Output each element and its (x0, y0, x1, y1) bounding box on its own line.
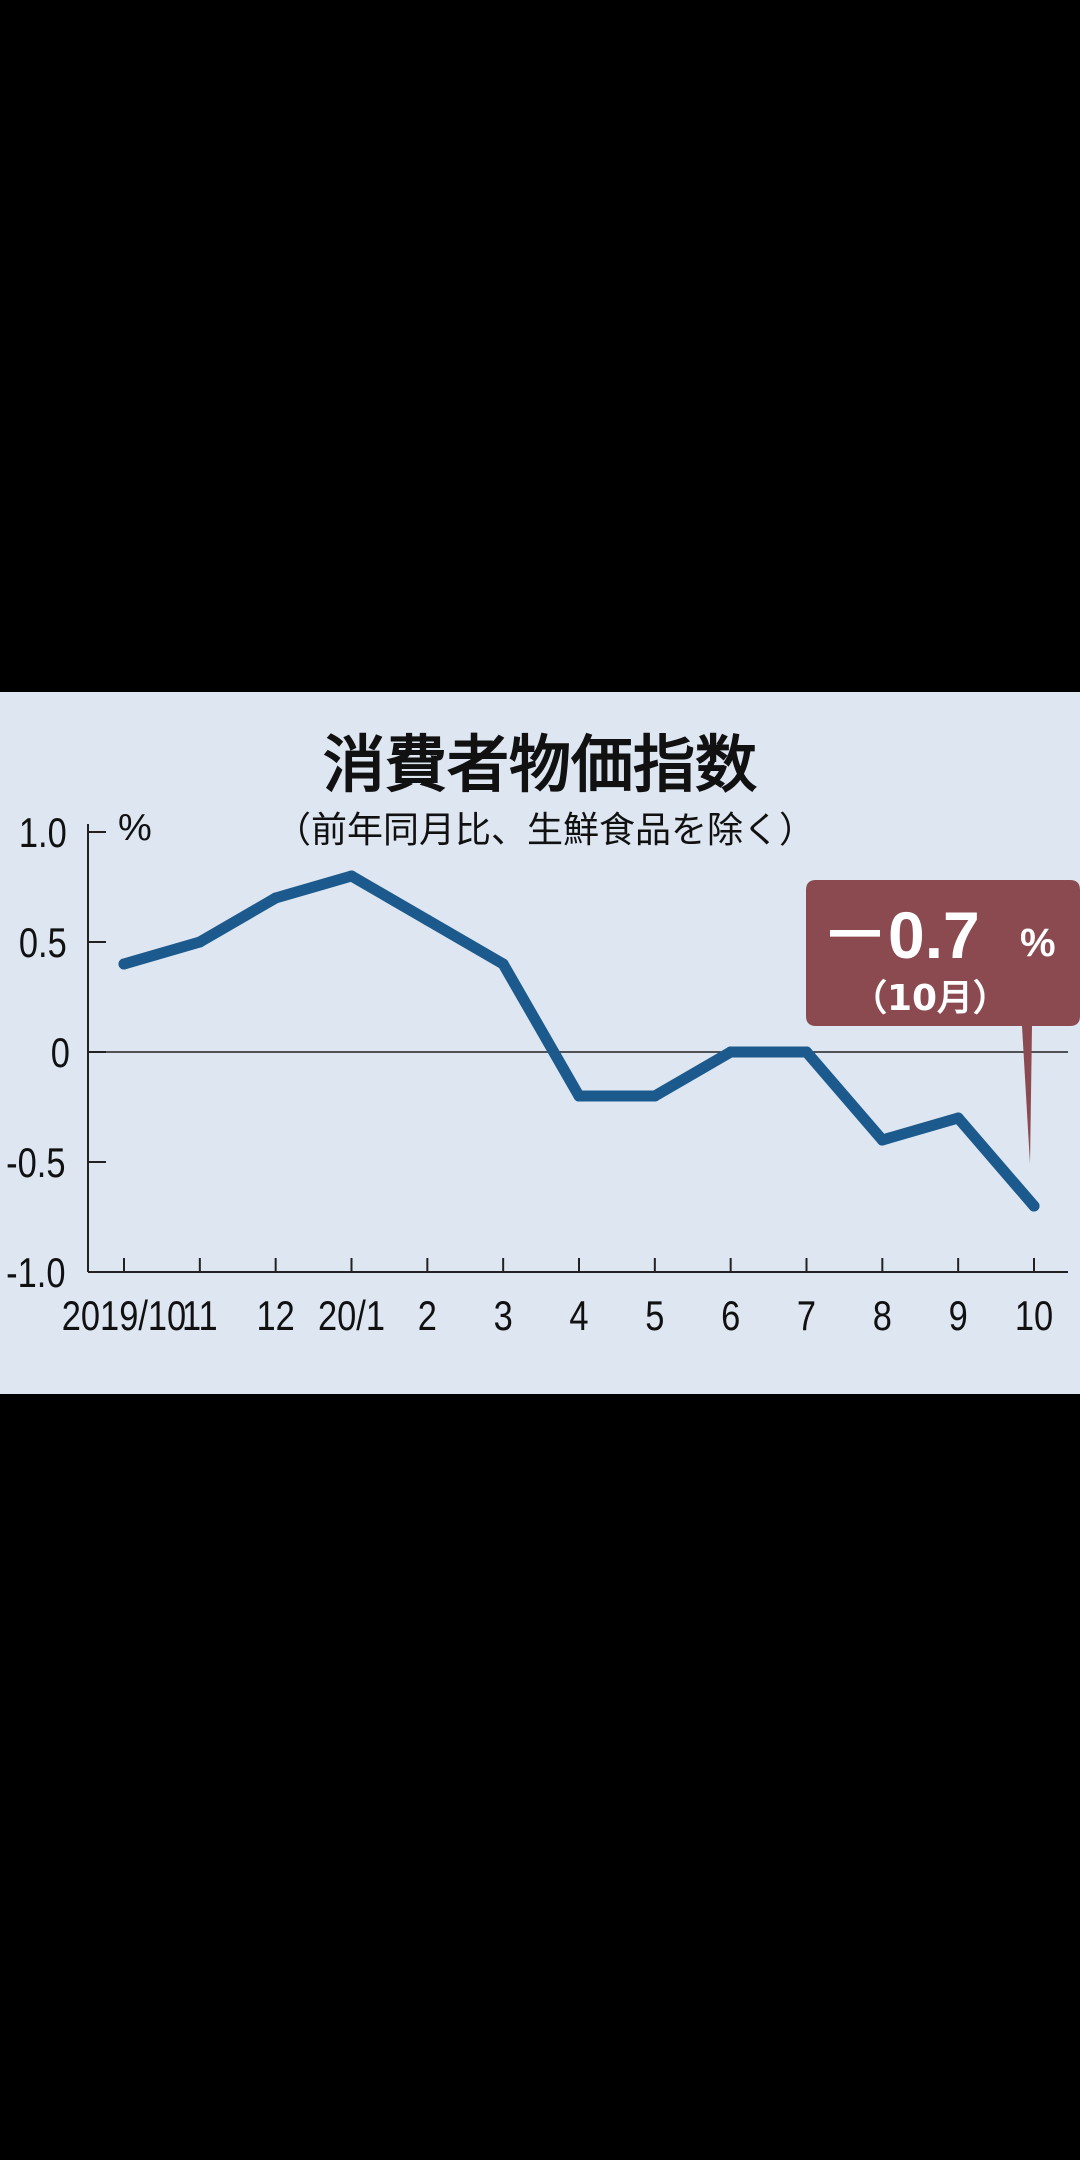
y-tick-label: 1.0 (19, 810, 67, 857)
data-point (421, 914, 433, 926)
x-tick-label: 20/1 (318, 1293, 385, 1340)
x-tick-label: 5 (645, 1293, 664, 1340)
x-tick-label: 9 (949, 1293, 968, 1340)
data-point (952, 1112, 964, 1124)
chart-subtitle: （前年同月比、生鮮食品を除く） (275, 810, 815, 851)
x-tick-label: 12 (257, 1293, 295, 1340)
data-point (346, 870, 357, 882)
x-tick-label: 6 (721, 1293, 740, 1340)
x-tick-label: 7 (797, 1293, 816, 1340)
callout-box (806, 880, 1080, 1164)
data-point (573, 1090, 585, 1102)
x-tick-label: 2019/10 (62, 1293, 186, 1340)
data-point (1028, 1200, 1040, 1212)
y-tick-label: -1.0 (6, 1250, 65, 1297)
x-tick-label: 3 (494, 1293, 513, 1340)
series-layer (118, 870, 1040, 1212)
data-point (649, 1090, 661, 1102)
data-point (801, 1046, 812, 1058)
data-point (876, 1134, 888, 1146)
data-point (270, 892, 282, 904)
y-tick-label: 0.5 (19, 920, 67, 967)
callout: －0.7 % （10月） (806, 880, 1080, 1164)
y-tick-label: 0 (51, 1030, 70, 1077)
callout-unit: % (1020, 921, 1056, 965)
callout-sublabel: （10月） (851, 978, 1009, 1019)
data-point (118, 958, 130, 970)
y-tick-label: -0.5 (6, 1140, 65, 1187)
chart-panel: 消費者物価指数 （前年同月比、生鮮食品を除く） % 1.0 0.5 0 -0.5 -1.… (0, 692, 1080, 1394)
callout-value: －0.7 (822, 898, 980, 972)
x-tick-label: 10 (1015, 1293, 1053, 1340)
chart-svg: 消費者物価指数 （前年同月比、生鮮食品を除く） % 1.0 0.5 0 -0.5 -1.… (6, 728, 1080, 1340)
x-tick-label: 8 (873, 1293, 892, 1340)
y-unit-label: % (118, 807, 152, 849)
x-tick-label: 2 (418, 1293, 437, 1340)
data-point (725, 1046, 737, 1058)
data-point (194, 936, 206, 948)
x-tick-label: 11 (182, 1293, 218, 1340)
x-tick-label: 4 (569, 1293, 588, 1340)
data-point (497, 958, 509, 970)
chart-title: 消費者物価指数 (323, 728, 757, 801)
